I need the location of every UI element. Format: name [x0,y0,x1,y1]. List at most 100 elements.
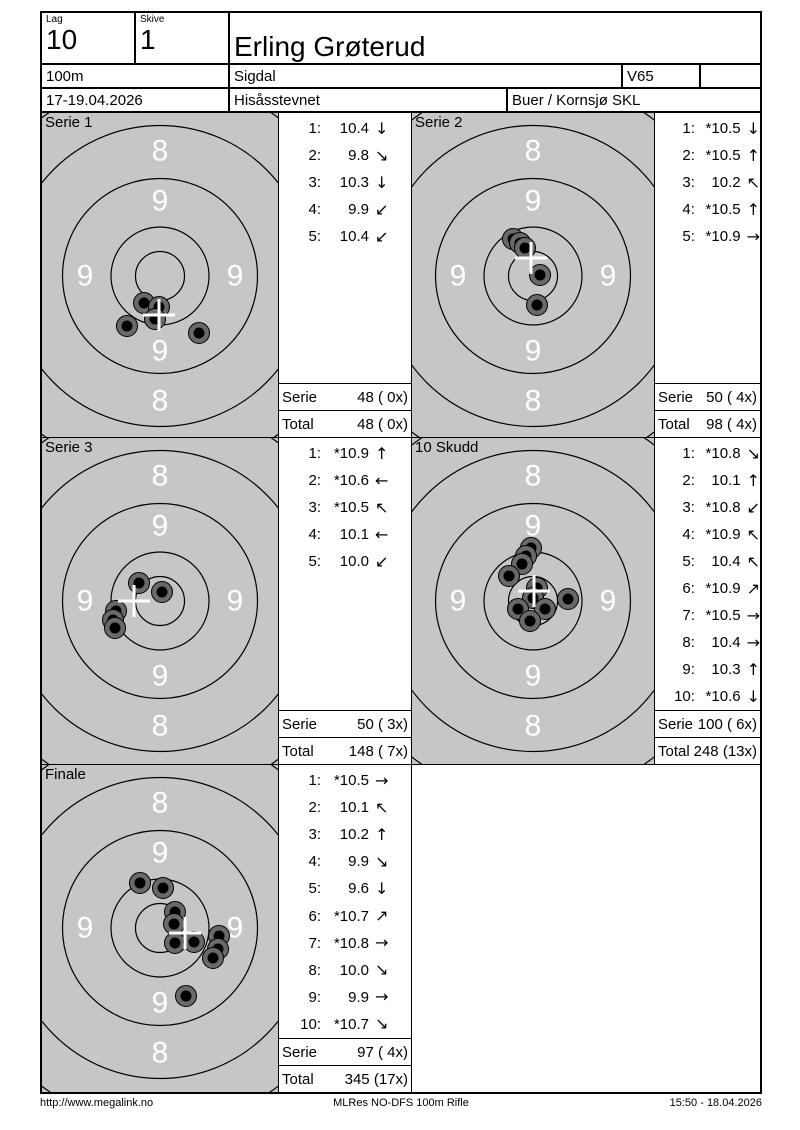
shot-number: 9: [682,661,695,678]
report-frame: Lag 10 Skive 1 Erling Grøterud 100m Sigd… [40,11,762,1094]
shot-direction-arrow: → [375,987,389,1007]
shot-row: 4: 9.9 ↙ [279,196,411,223]
shot-direction-arrow: ↖ [746,524,760,544]
target-graphic: 8 9 9 9 9 8 [42,113,278,437]
shot-row: 1: *10.9 ↑ [279,440,411,467]
serie-sum-row-label: Serie [282,715,318,733]
shot-value: *10.5 [705,147,741,164]
shot-hole-center [193,327,205,339]
shot-row: 3: 10.2 ↑ [279,821,411,848]
lag-cell: Lag 10 [42,13,136,63]
ring-number: 9 [600,260,617,293]
shot-list: 1: *10.5 ↓ 2: *10.5 ↑ 3: 10.2 ↖ 4: *10.5 ↑ 5: *10.9 → [655,113,760,383]
serie-sum-row-label: Serie [658,388,694,406]
shot-direction-arrow: ↑ [375,443,389,463]
shot-number: 1: [682,120,695,137]
serie-sum-row-value: 50 ( 4x) [706,388,757,406]
shot-row: 3: 10.2 ↖ [655,169,760,196]
ring-number: 9 [152,185,169,218]
total-sum-row-value: 148 ( 7x) [348,742,408,760]
shot-number: 5: [308,553,321,570]
shot-direction-arrow: ↘ [375,851,389,871]
distance-cell: 100m [42,65,230,87]
shot-row: 3: 10.3 ↓ [279,169,411,196]
ring-circle [42,124,278,428]
shot-number: 5: [682,553,695,570]
shot-direction-arrow: → [746,605,760,625]
ring-circle [412,124,654,428]
shot-row: 2: *10.6 ← [279,467,411,494]
footer-program: MLRes NO-DFS 100m Rifle [333,1097,469,1109]
total-sum-row-value: 98 ( 4x) [706,415,757,433]
organizer-cell: Buer / Kornsjø SKL [508,89,760,111]
ring-number: 9 [77,912,94,945]
panel-row-3: 8 9 9 9 9 8 Finale 1: *10.5 → 2: 10.1 ↖ 3: 10.2 ↑ 4: 9.9… [42,765,760,1092]
date-range: 17-19.04.2026 [46,91,143,109]
shot-number: 7: [308,934,321,952]
total-sum-row: Total 148 ( 7x) [279,737,411,764]
total-sum-row: Total 345 (17x) [279,1065,411,1092]
ring-circle [61,502,259,700]
shot-row: 5: *10.9 → [655,223,760,250]
shot-value: *10.6 [705,688,741,705]
shot-number: 10: [674,688,695,705]
event-name: Hisåsstevnet [234,91,320,109]
shot-value: *10.8 [705,445,741,462]
shot-number: 4: [308,526,321,543]
ring-number: 9 [152,987,169,1020]
shot-number: 2: [308,472,321,489]
shooter-name: Erling Grøterud [234,31,426,62]
shot-value: 10.4 [711,553,741,570]
ring-number: 9 [450,260,467,293]
ring-number: 8 [152,787,169,820]
shot-direction-arrow: → [375,933,389,953]
total-sum-row-label: Total [282,415,314,433]
shot-direction-arrow: ↓ [746,118,760,138]
shot-number: 3: [682,499,695,516]
panel-label: Serie 2 [415,114,463,131]
ring-circle [61,829,259,1027]
shot-direction-arrow: ↓ [375,118,389,138]
shot-number: 6: [308,907,321,925]
serie-sum-row-value: 48 ( 0x) [357,388,408,406]
shot-direction-arrow: → [375,770,389,790]
shot-row: 6: *10.7 ↗ [279,902,411,929]
header-row-info: 100m Sigdal V65 [42,65,760,89]
panel-label: Serie 3 [45,439,93,456]
total-sum-row-value: 248 (13x) [693,742,757,760]
shot-row: 2: *10.5 ↑ [655,142,760,169]
shot-number: 4: [682,201,695,218]
total-sum-row-value: 48 ( 0x) [357,415,408,433]
ring-number: 8 [152,135,169,168]
shot-number: 1: [308,772,321,790]
ring-number: 8 [152,1037,169,1070]
shot-direction-arrow: ↙ [746,497,760,517]
serie-sum-row: Serie 48 ( 0x) [279,383,411,410]
ring-number: 9 [525,185,542,218]
ring-number: 8 [525,710,542,743]
shot-direction-arrow: → [746,226,760,246]
shot-list: 1: 10.4 ↓ 2: 9.8 ↘ 3: 10.3 ↓ 4: 9.9 ↙ 5: 10.4 ↙ [279,113,411,383]
ring-number: 9 [227,912,244,945]
panel-label: Serie 1 [45,114,93,131]
shot-row: 9: 9.9 → [279,984,411,1011]
ring-circle [412,449,654,753]
shot-row: 4: *10.5 ↑ [655,196,760,223]
ring-number: 9 [450,585,467,618]
shot-direction-arrow: ↘ [746,443,760,463]
shot-hole-center [519,242,531,254]
shot-value: *10.9 [333,445,369,462]
shot-direction-arrow: ↖ [746,172,760,192]
shot-number: 4: [308,853,321,871]
shot-direction-arrow: ↙ [375,199,389,219]
shot-value: 10.4 [339,120,369,137]
serie-sum-row-label: Serie [282,388,318,406]
serie-sum-row-value: 50 ( 3x) [357,715,408,733]
ring-circle [42,449,278,753]
shot-list: 1: *10.8 ↘ 2: 10.1 ↑ 3: *10.8 ↙ 4: *10.9 ↖ 5: 10.4 ↖ 6:… [655,438,760,710]
shot-hole-center [524,615,536,627]
shot-number: 3: [308,174,321,191]
shot-row: 3: *10.8 ↙ [655,494,760,521]
shot-row: 4: *10.9 ↖ [655,521,760,548]
shot-value: *10.7 [333,907,369,925]
